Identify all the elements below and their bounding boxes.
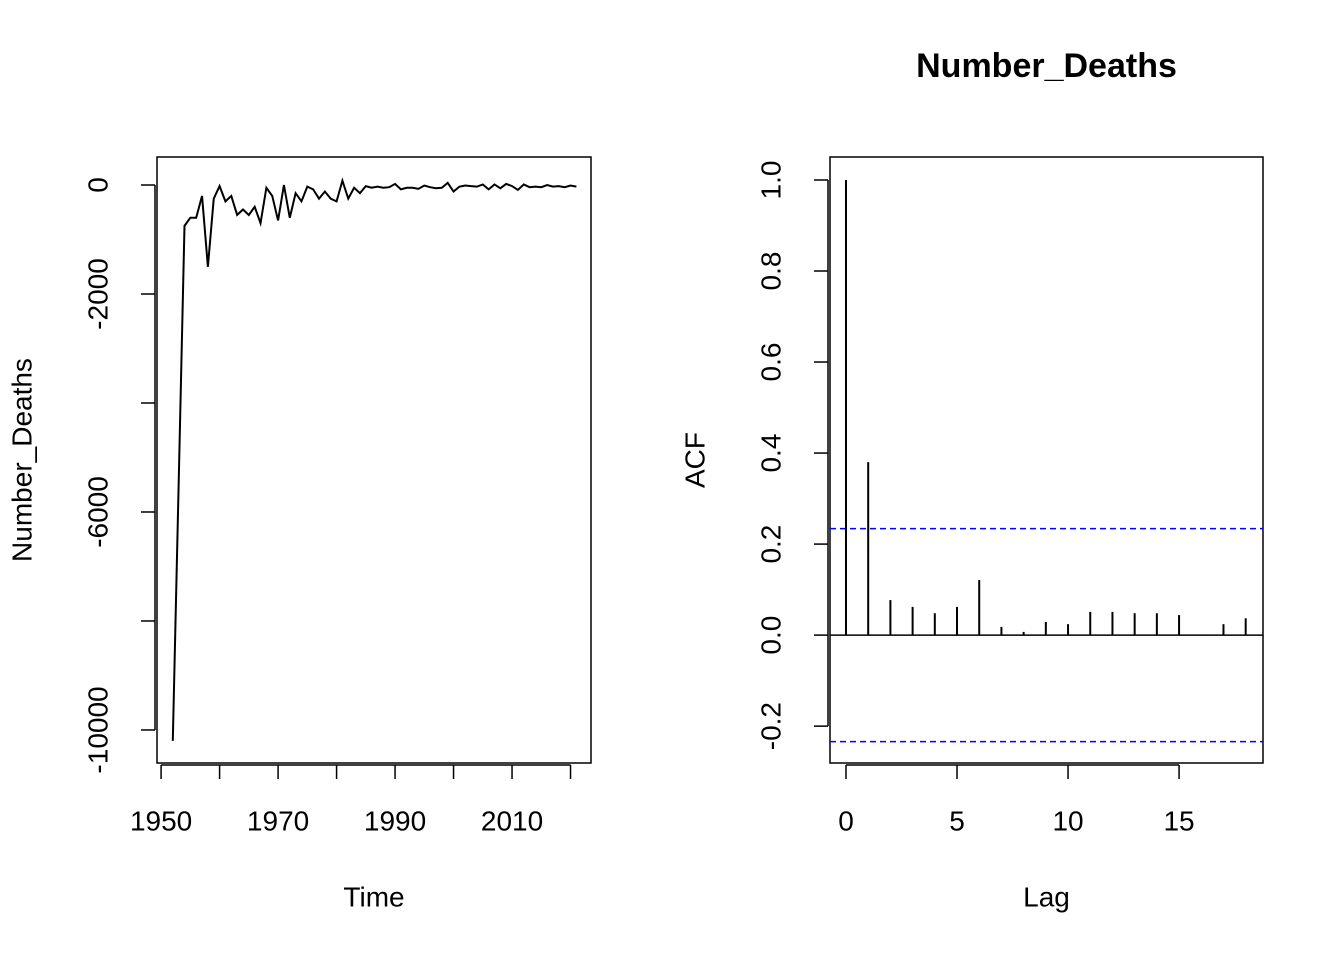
x-tick-label: 1970 (247, 805, 309, 836)
y-tick-label: 0.0 (755, 616, 786, 655)
x-axis-label: Lag (1023, 881, 1070, 912)
y-tick-label: -0.2 (755, 702, 786, 750)
x-tick-label: 5 (949, 805, 965, 836)
plot-frame (829, 156, 1264, 764)
x-tick-label: 1990 (364, 805, 426, 836)
y-tick-label: 0 (82, 177, 113, 193)
y-tick-label: -6000 (82, 476, 113, 548)
y-tick-label: 0.2 (755, 525, 786, 564)
chart-title: Number_Deaths (916, 47, 1177, 85)
y-tick-label: -10000 (82, 686, 113, 773)
x-tick-label: 0 (838, 805, 854, 836)
x-tick-label: 2010 (481, 805, 543, 836)
x-tick-label: 15 (1163, 805, 1194, 836)
plot-frame (156, 156, 592, 764)
y-tick-label: 0.4 (755, 434, 786, 473)
x-tick-label: 1950 (130, 805, 192, 836)
y-tick-label: 1.0 (755, 161, 786, 200)
data-line (171, 177, 577, 741)
y-axis-label: Number_Deaths (6, 358, 37, 562)
x-tick-label: 10 (1052, 805, 1083, 836)
y-tick-label: 0.6 (755, 343, 786, 382)
y-axis-label: ACF (679, 432, 710, 488)
y-tick-label: 0.8 (755, 252, 786, 291)
y-tick-label: -2000 (82, 258, 113, 330)
x-axis-label: Time (343, 881, 404, 912)
